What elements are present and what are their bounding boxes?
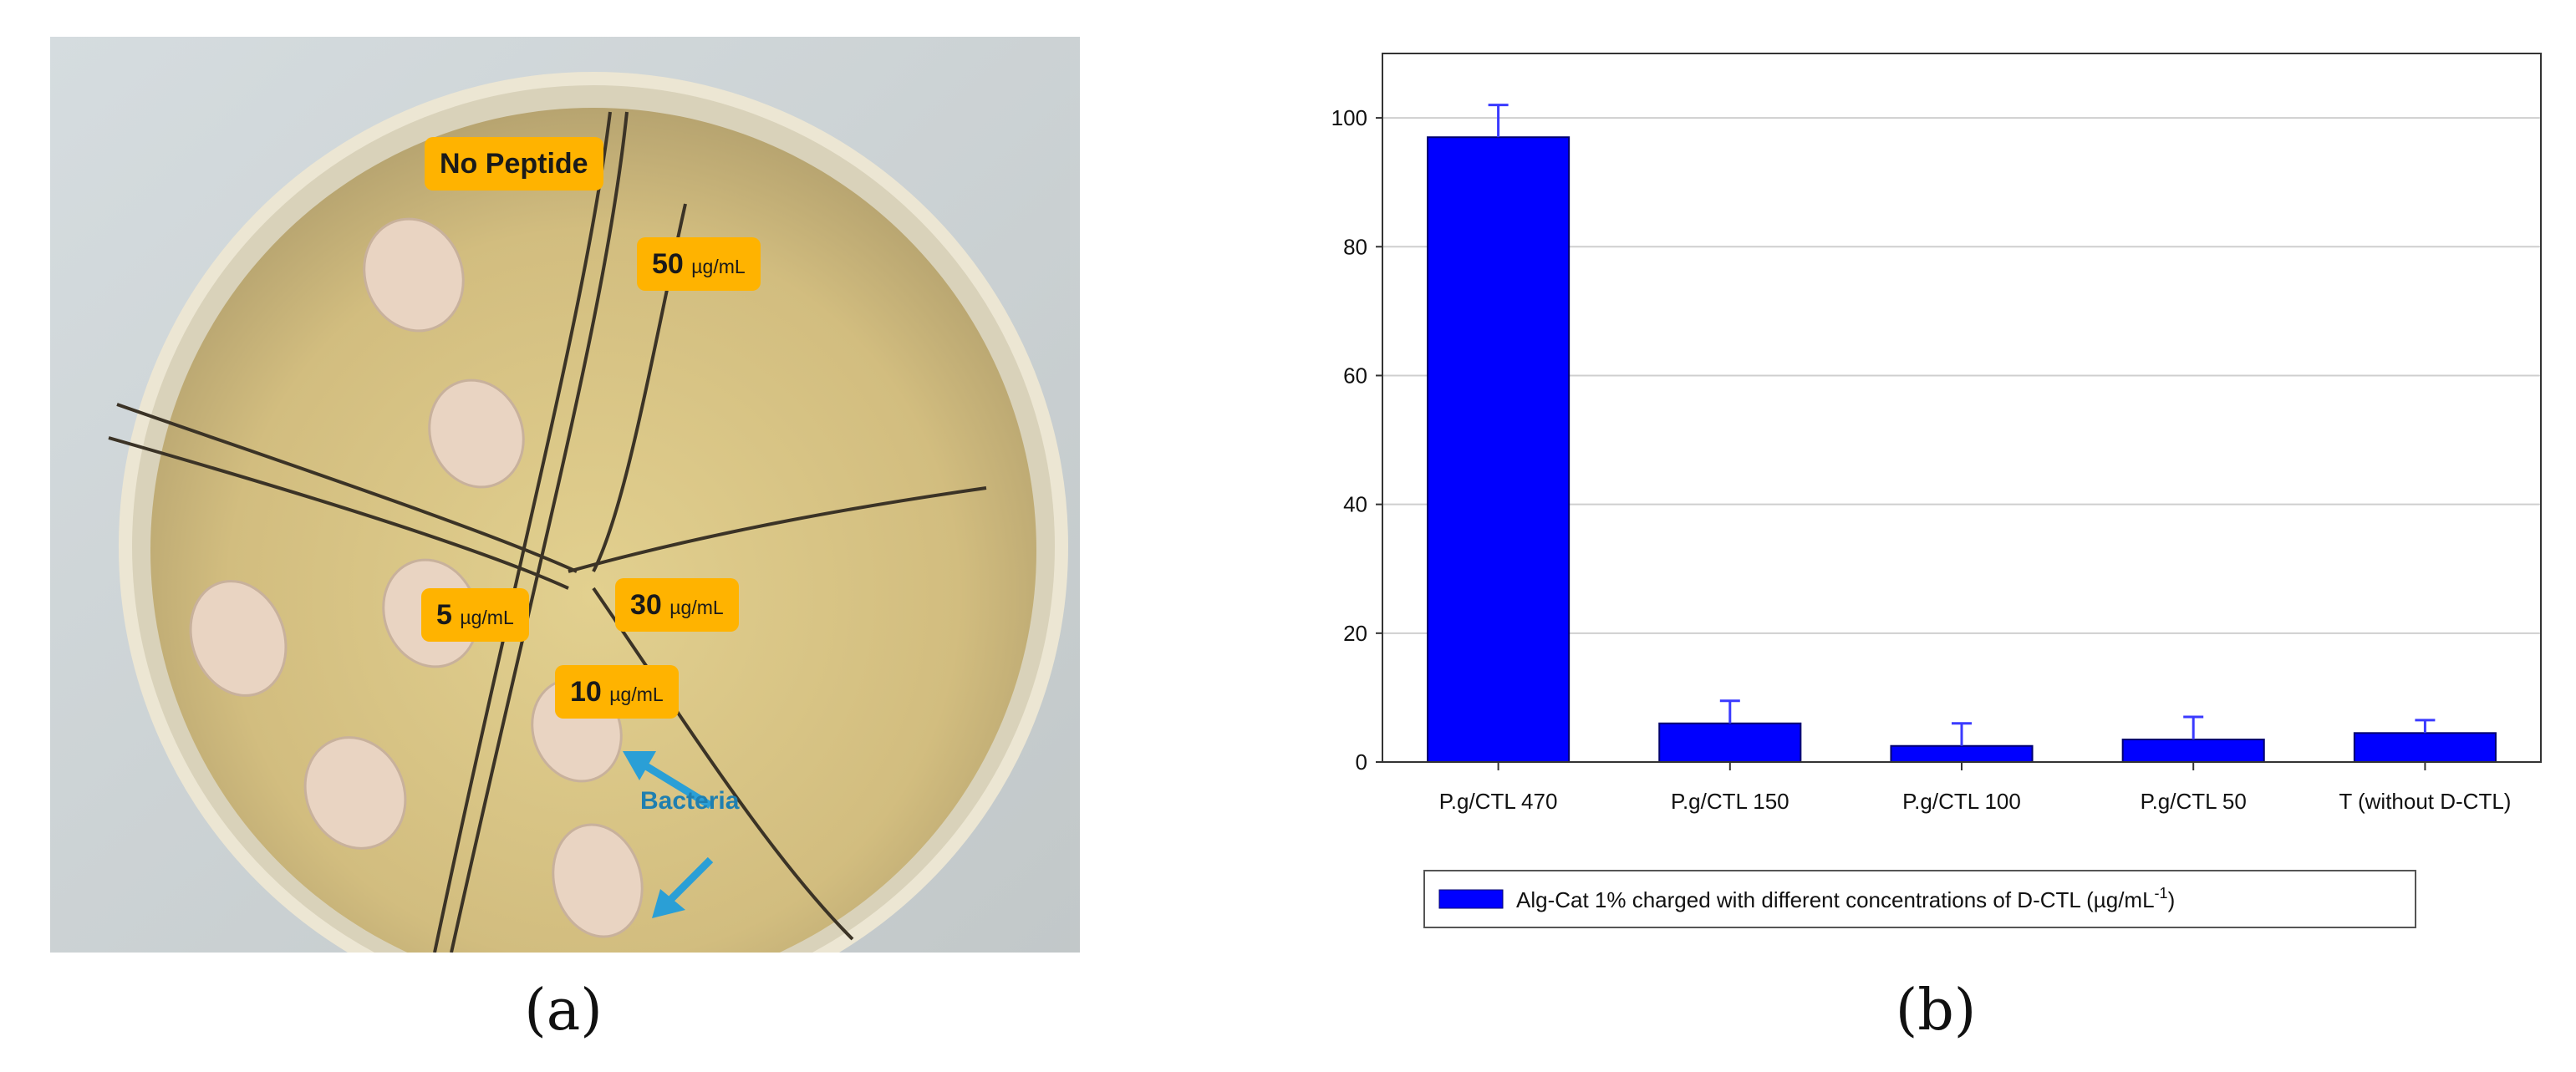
y-tick-label-100: 100 bbox=[1331, 105, 1367, 130]
label-30-ugml: 30 µg/mL bbox=[615, 578, 739, 632]
panel-label-b: (b) bbox=[1895, 978, 1977, 1044]
bacteria-arrows bbox=[623, 751, 714, 918]
legend-label: Alg-Cat 1% charged with different concen… bbox=[1516, 885, 2175, 912]
x-tick-label-3: P.g/CTL 100 bbox=[1902, 789, 2021, 814]
agar-medium bbox=[150, 108, 1036, 953]
label-5-ugml: 5 µg/mL bbox=[421, 588, 529, 642]
label-bacteria: Bacteria bbox=[640, 787, 740, 815]
legend-swatch bbox=[1438, 889, 1504, 909]
bar-3 bbox=[1890, 744, 2034, 764]
petri-dish-photo: No Peptide 50 µg/mL 30 µg/mL 5 µg/mL 10 … bbox=[50, 37, 1080, 953]
y-tick-label-80: 80 bbox=[1343, 234, 1367, 259]
label-50-ugml: 50 µg/mL bbox=[637, 237, 761, 291]
error-bars bbox=[1488, 104, 2436, 746]
x-tick-label-5: T (without D-CTL) bbox=[2339, 789, 2511, 814]
bar-4 bbox=[2121, 739, 2265, 764]
bar-2 bbox=[1658, 722, 1802, 764]
y-tick-label-60: 60 bbox=[1343, 363, 1367, 388]
panel-label-a: (a) bbox=[524, 978, 603, 1044]
x-tick-label-1: P.g/CTL 470 bbox=[1439, 789, 1558, 814]
x-tick-label-4: P.g/CTL 50 bbox=[2141, 789, 2247, 814]
x-axis-ticks: P.g/CTL 470 P.g/CTL 150 P.g/CTL 100 P.g/CTL… bbox=[1439, 762, 2511, 814]
bar-5 bbox=[2353, 732, 2497, 763]
grid-lines bbox=[1382, 117, 2541, 634]
legend: Alg-Cat 1% charged with different concen… bbox=[1423, 870, 2416, 928]
y-axis-ticks: 0 20 40 60 80 100 bbox=[1331, 105, 1382, 775]
x-tick-label-2: P.g/CTL 150 bbox=[1671, 789, 1789, 814]
legend-box bbox=[1423, 870, 2416, 928]
label-10-ugml: 10 µg/mL bbox=[555, 665, 679, 719]
y-tick-label-40: 40 bbox=[1343, 492, 1367, 517]
bars bbox=[1427, 136, 2497, 764]
bar-1 bbox=[1427, 136, 1571, 763]
y-tick-label-20: 20 bbox=[1343, 621, 1367, 646]
y-tick-label-0: 0 bbox=[1356, 749, 1367, 775]
label-no-peptide: No Peptide bbox=[425, 137, 603, 191]
